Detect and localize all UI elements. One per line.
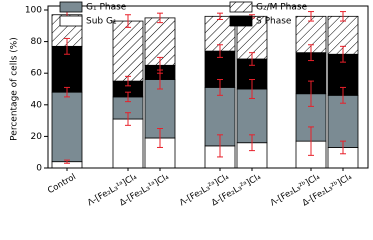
y-tick-label: 20	[31, 132, 43, 142]
error-bar	[249, 79, 255, 99]
error-bar	[340, 86, 346, 104]
legend-swatch	[229, 1, 253, 13]
error-bar	[217, 79, 223, 96]
y-tick-label: 60	[31, 69, 43, 79]
error-bar	[217, 134, 223, 158]
bar-segment	[295, 15, 327, 54]
error-bar	[308, 44, 314, 62]
y-tick-label: 100	[25, 6, 42, 16]
legend-swatch	[229, 15, 253, 27]
bar-segment	[327, 94, 359, 148]
error-bar	[249, 52, 255, 66]
error-bar	[157, 56, 163, 74]
error-bar	[157, 128, 163, 148]
error-bar	[308, 126, 314, 156]
y-axis-label: Percentage of cells (%)	[10, 37, 20, 141]
legend-label: G₁ Phase	[86, 3, 127, 13]
legend-swatch	[59, 15, 83, 27]
error-bar	[217, 12, 223, 20]
error-bar	[64, 37, 70, 55]
legend-label: Sub G₁	[86, 17, 117, 27]
error-bar	[249, 134, 255, 152]
error-bar	[308, 80, 314, 107]
error-bar	[340, 45, 346, 63]
error-bar	[340, 140, 346, 155]
error-bar	[125, 75, 131, 87]
error-bar	[125, 14, 131, 28]
error-bar	[64, 86, 70, 98]
plot-frame	[47, 5, 369, 169]
error-bar	[308, 11, 314, 22]
error-bar	[340, 11, 346, 22]
bar-segment	[51, 91, 83, 163]
legend-swatch	[59, 1, 83, 13]
error-bar	[217, 44, 223, 58]
legend-label: G₂/M Phase	[256, 3, 308, 13]
y-tick-label: 80	[31, 37, 43, 47]
x-tick-label: Control	[46, 172, 78, 196]
error-bar	[125, 112, 131, 126]
legend-label: S Phase	[256, 17, 292, 27]
bar-segment	[112, 118, 144, 169]
error-bar	[64, 159, 70, 164]
error-bar	[125, 91, 131, 103]
y-tick-label: 0	[36, 164, 42, 174]
bar-segment	[112, 20, 144, 82]
error-bar	[157, 12, 163, 24]
y-tick-label: 40	[31, 100, 43, 110]
